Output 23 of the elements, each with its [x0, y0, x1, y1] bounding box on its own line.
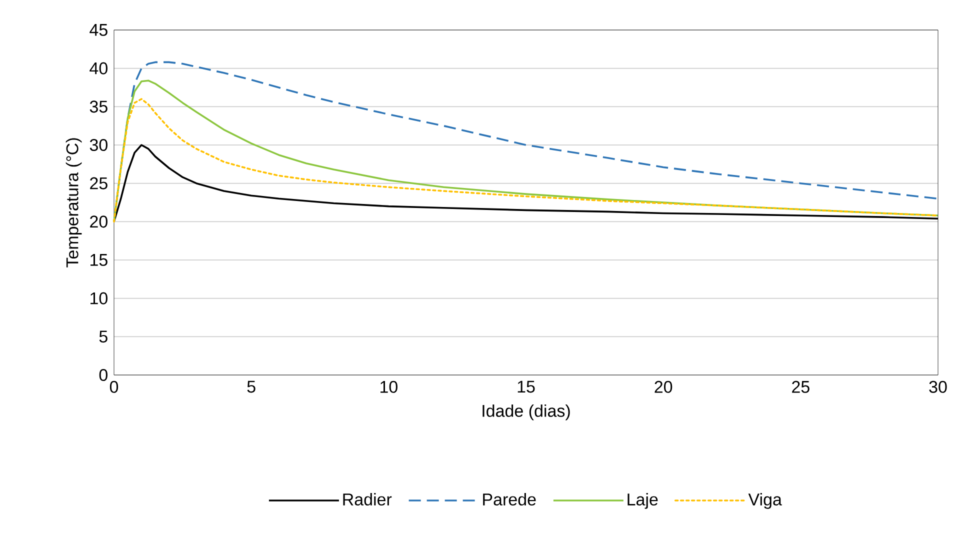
x-tick-label: 5 [247, 380, 256, 393]
x-tick-label: 25 [792, 380, 810, 393]
x-tick-label: 30 [929, 380, 947, 393]
legend-label: Viga [748, 493, 782, 509]
legend-label: Laje [628, 493, 658, 509]
y-tick-label: 10 [90, 292, 108, 304]
y-tick-label: 0 [99, 368, 108, 382]
legend-label: Parede [483, 493, 536, 506]
x-axis-title: Idade (dias) [482, 404, 570, 420]
x-tick-label: 0 [110, 380, 118, 393]
y-tick-label: 40 [90, 62, 108, 74]
y-tick-label: 25 [90, 177, 108, 190]
y-axis-title: Temperatura (°C) [66, 138, 82, 268]
legend-label: Radier [343, 493, 392, 506]
y-tick-label: 45 [90, 24, 108, 36]
x-tick-label: 20 [654, 380, 672, 393]
y-tick-label: 15 [90, 254, 108, 266]
x-tick-label: 15 [518, 380, 535, 393]
y-tick-label: 35 [90, 100, 108, 113]
y-tick-label: 20 [90, 216, 108, 228]
y-tick-label: 5 [99, 330, 108, 343]
y-tick-label: 30 [90, 138, 108, 152]
x-tick-label: 10 [380, 380, 398, 393]
